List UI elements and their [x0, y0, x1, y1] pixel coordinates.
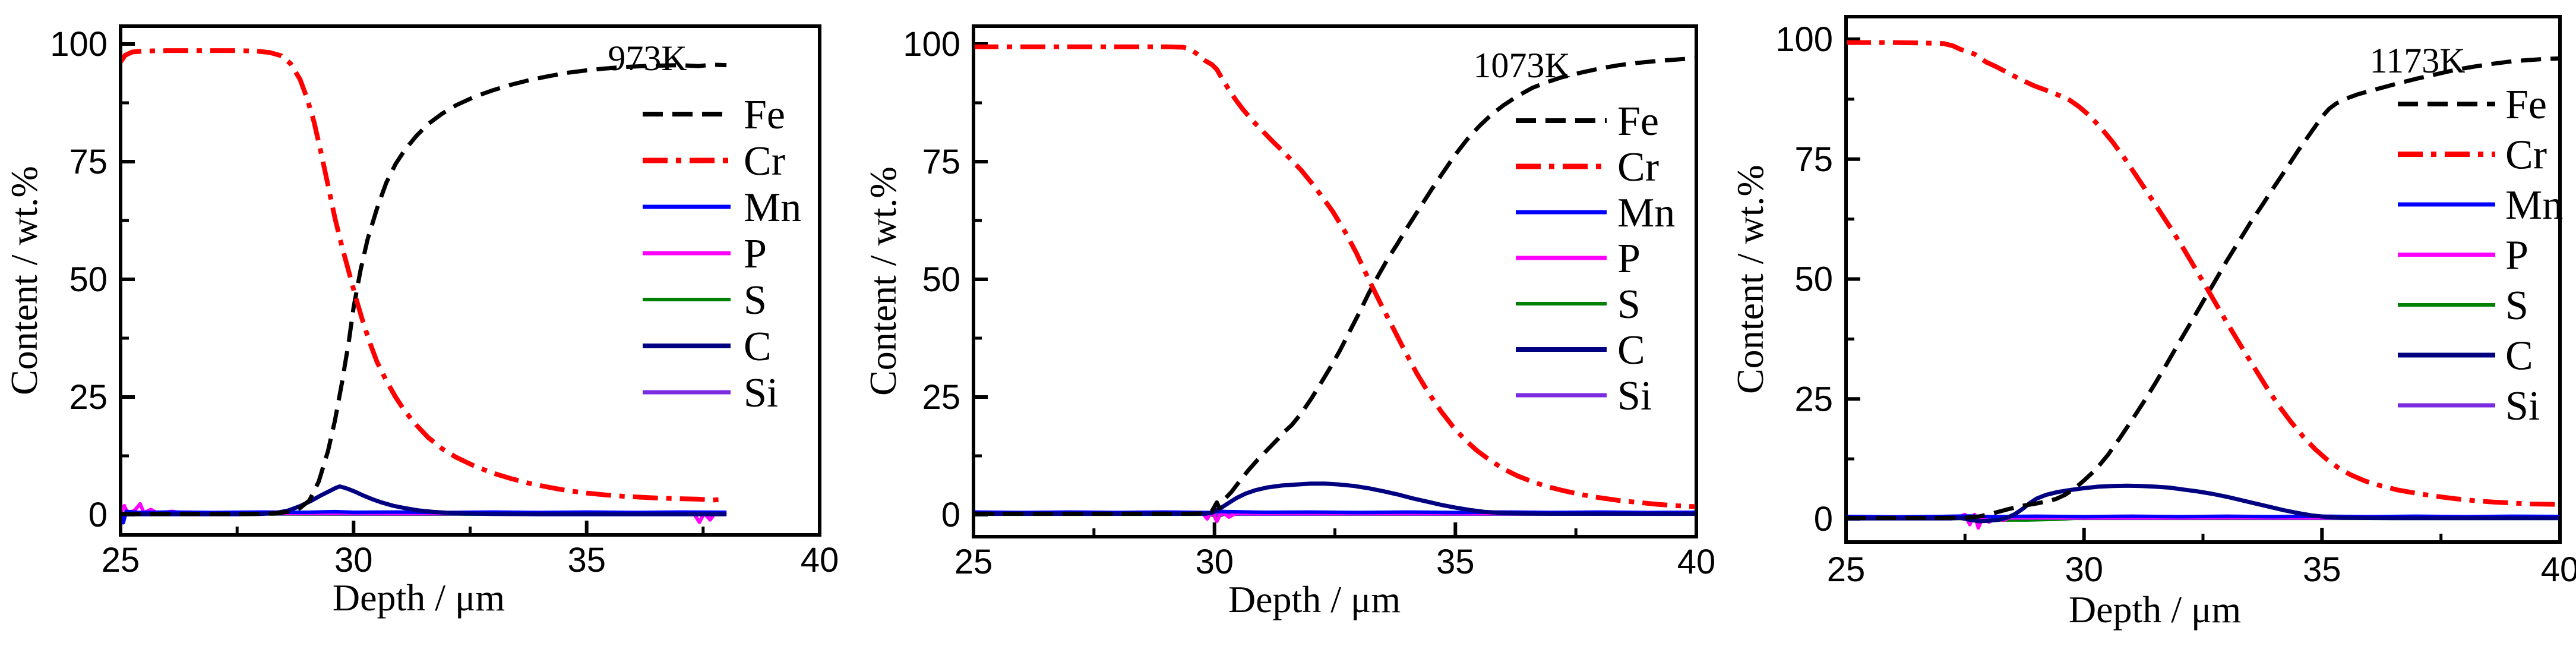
x-tick-label: 35 — [2303, 550, 2341, 589]
legend-label-Cr: Cr — [1617, 144, 1659, 190]
x-axis-title: Depth / μm — [1228, 578, 1401, 620]
legend-label-Si: Si — [744, 370, 778, 416]
legend-label-Mn: Mn — [744, 185, 801, 231]
plot-frame — [1844, 15, 2562, 544]
y-tick-label: 75 — [922, 143, 960, 181]
legend-label-Fe: Fe — [744, 92, 785, 138]
legend-label-C: C — [2505, 333, 2533, 379]
x-tick-label: 30 — [2065, 550, 2103, 589]
plot-frame — [972, 24, 1698, 538]
legend-label-S: S — [744, 278, 767, 323]
chart-panel-1073K: 25 30 35 40 0 25 50 75 100 Depth / μm Content / wt… — [862, 24, 1716, 620]
y-tick-label: 50 — [922, 260, 960, 299]
curve-Fe — [1847, 56, 2559, 520]
y-axis-title: Content / wt.% — [1729, 165, 1771, 394]
curve-C — [975, 481, 1695, 516]
y-tick-label: 75 — [69, 143, 108, 181]
y-tick-label: 75 — [1794, 140, 1833, 179]
x-tick-label: 35 — [567, 541, 606, 579]
y-tick-label: 0 — [1814, 500, 1833, 538]
legend-label-Mn: Mn — [1617, 190, 1675, 236]
y-tick-label: 100 — [903, 25, 960, 64]
legend-label-Mn: Mn — [2505, 182, 2563, 228]
curve-C — [122, 484, 727, 516]
legend-label-Si: Si — [2505, 383, 2540, 429]
legend-label-S: S — [2505, 283, 2528, 329]
y-tick-label: 25 — [69, 378, 108, 417]
panel-title: 1173K — [2369, 41, 2465, 80]
chart-panel-973K: 25 30 35 40 0 25 50 75 100 Depth / μm Content / wt… — [3, 24, 839, 619]
curve-Cr — [1847, 40, 2559, 507]
x-tick-label: 25 — [102, 541, 140, 579]
curve-C — [1847, 483, 2559, 524]
legend-label-Cr: Cr — [2505, 133, 2547, 178]
x-tick-label: 30 — [334, 541, 373, 579]
x-tick-label: 40 — [2541, 550, 2576, 589]
y-tick-label: 50 — [69, 260, 108, 299]
chart-panel-1173K: 25 30 35 40 0 25 50 75 100 Depth / μm Content / wt… — [1729, 15, 2576, 631]
y-axis-title: Content / wt.% — [3, 166, 45, 395]
y-tick-label: 0 — [88, 496, 108, 534]
legend-label-Fe: Fe — [1617, 99, 1659, 144]
y-tick-label: 25 — [922, 378, 960, 417]
x-axis-title: Depth / μm — [2069, 588, 2241, 631]
x-tick-label: 30 — [1195, 543, 1234, 581]
curve-Fe — [975, 56, 1695, 516]
legend-label-Cr: Cr — [744, 138, 785, 184]
x-tick-label: 25 — [954, 543, 993, 581]
x-tick-label: 40 — [1677, 543, 1716, 581]
legend-label-Fe: Fe — [2505, 82, 2547, 128]
y-tick-label: 100 — [1775, 20, 1833, 59]
legend-label-P: P — [744, 231, 767, 277]
legend-label-Si: Si — [1617, 373, 1652, 419]
x-tick-label: 40 — [801, 541, 839, 579]
legend-label-C: C — [744, 324, 772, 370]
y-axis-title: Content / wt.% — [862, 166, 904, 396]
curve-Cr — [975, 44, 1695, 509]
x-axis-title: Depth / μm — [333, 576, 505, 619]
panel-title: 973K — [608, 39, 687, 78]
y-tick-label: 0 — [941, 496, 960, 534]
y-tick-label: 50 — [1794, 260, 1833, 299]
y-tick-label: 25 — [1794, 380, 1833, 418]
legend-label-P: P — [1617, 236, 1641, 282]
y-tick-label: 100 — [50, 25, 108, 64]
legend-label-P: P — [2505, 233, 2528, 279]
x-tick-label: 25 — [1827, 550, 1866, 589]
curve-Fe — [122, 62, 727, 516]
plot-frame — [119, 24, 821, 537]
legend-label-C: C — [1617, 327, 1645, 373]
x-tick-label: 35 — [1436, 543, 1475, 581]
legend-label-S: S — [1617, 282, 1641, 327]
curve-Cr — [122, 48, 727, 503]
